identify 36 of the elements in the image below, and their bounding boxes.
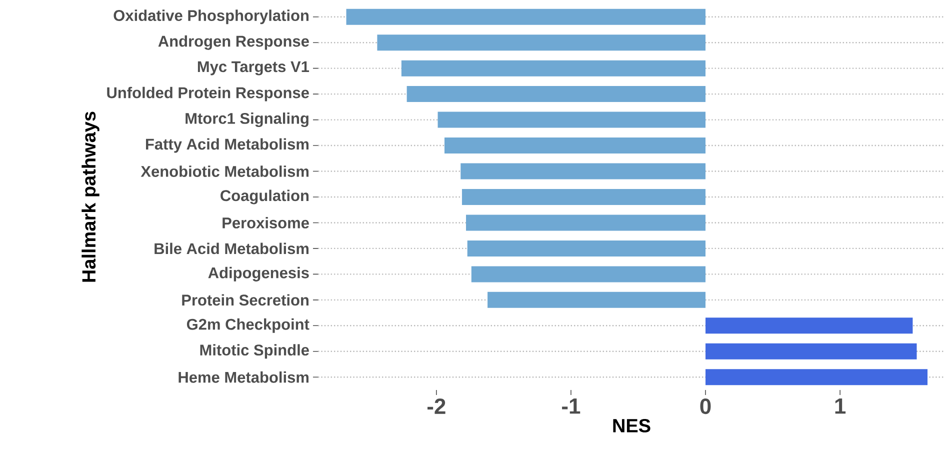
bar — [706, 318, 913, 334]
bar — [444, 138, 706, 154]
x-tick-label: 1 — [835, 398, 846, 414]
y-axis-title: Hallmark pathways — [82, 112, 100, 282]
y-tick-label: Adipogenesis — [208, 266, 309, 282]
y-tick-label: Protein Secretion — [182, 294, 308, 306]
bar — [706, 369, 928, 386]
y-tick-label: Mtorc1 Signaling — [186, 112, 308, 128]
bar — [471, 266, 706, 282]
y-tick-label: Heme Metabolism — [178, 371, 308, 383]
y-tick-label: Myc Targets V1 — [198, 61, 310, 76]
y-tick-label: Bile Acid Metabolism — [154, 242, 308, 254]
x-axis-title: NES — [613, 418, 650, 432]
y-tick-label: Fatty Acid Metabolism — [146, 138, 308, 153]
x-tick-label: 0 — [700, 398, 711, 414]
bar — [406, 86, 706, 102]
bar — [377, 34, 706, 51]
bar — [346, 8, 706, 25]
bar — [467, 240, 706, 256]
bar — [401, 60, 706, 76]
bar — [460, 163, 706, 180]
y-tick-label: Coagulation — [220, 190, 309, 204]
y-tick-label: Oxidative Phosphorylation — [114, 10, 308, 24]
bar — [462, 188, 706, 205]
y-tick-label: Peroxisome — [222, 217, 309, 228]
bar — [466, 214, 706, 231]
y-tick-label: G2m Checkpoint — [186, 318, 310, 333]
y-tick-label: Mitotic Spindle — [200, 344, 309, 359]
y-tick-label: Xenobiotic Metabolism — [140, 166, 308, 177]
x-tick-label: -2 — [427, 398, 446, 414]
y-tick-label: Androgen Response — [158, 35, 309, 50]
y-tick-label: Unfolded Protein Response — [107, 86, 309, 102]
x-tick-label: -1 — [562, 398, 580, 414]
bar — [438, 112, 706, 128]
bar — [706, 343, 917, 360]
bar — [488, 292, 706, 308]
